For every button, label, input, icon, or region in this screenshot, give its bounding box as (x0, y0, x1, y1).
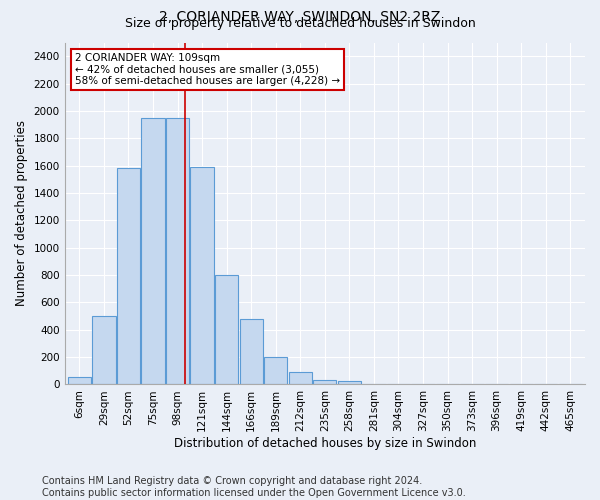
Y-axis label: Number of detached properties: Number of detached properties (15, 120, 28, 306)
Bar (117, 168, 140, 384)
Bar (215, 275, 238, 384)
Text: Contains HM Land Registry data © Crown copyright and database right 2024.
Contai: Contains HM Land Registry data © Crown c… (42, 476, 466, 498)
Bar (338, 381, 361, 384)
Text: 2, CORIANDER WAY, SWINDON, SN2 2RZ: 2, CORIANDER WAY, SWINDON, SN2 2RZ (160, 10, 440, 24)
Bar (68, 377, 91, 384)
Text: Size of property relative to detached houses in Swindon: Size of property relative to detached ho… (125, 18, 475, 30)
X-axis label: Distribution of detached houses by size in Swindon: Distribution of detached houses by size … (173, 437, 476, 450)
Bar (289, 372, 312, 384)
Bar (313, 380, 337, 384)
Bar (190, 167, 214, 384)
Bar (166, 118, 189, 384)
Bar (92, 316, 116, 384)
Bar (264, 357, 287, 384)
Text: 2 CORIANDER WAY: 109sqm
← 42% of detached houses are smaller (3,055)
58% of semi: 2 CORIANDER WAY: 109sqm ← 42% of detache… (75, 53, 340, 86)
Bar (239, 319, 263, 384)
Bar (142, 118, 164, 384)
